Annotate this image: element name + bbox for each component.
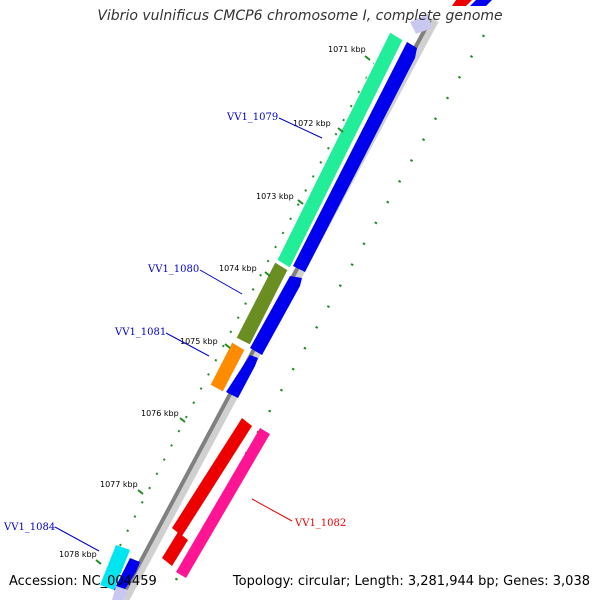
cds-vv1-1081[interactable] xyxy=(226,355,258,398)
gene-vv1-1080[interactable] xyxy=(235,261,289,346)
gene-label-vv1-1080: VV1_1080 xyxy=(147,264,199,275)
genome-summary-text: Topology: circular; Length: 3,281,944 bp… xyxy=(232,574,590,589)
gene-label-vv1-1082: VV1_1082 xyxy=(294,518,346,529)
gene-vv1-1082[interactable] xyxy=(172,418,252,536)
leader-lines xyxy=(54,117,323,552)
gene-vv1-1082-lower[interactable] xyxy=(162,532,188,566)
cds-vv1-1084[interactable] xyxy=(114,558,140,594)
gene-labels: VV1_1079 VV1_1080 VV1_1081 VV1_1082 VV1_… xyxy=(3,112,346,533)
scale-ticks xyxy=(95,55,371,565)
gene-vv1-1084[interactable] xyxy=(100,545,130,590)
outer-dotted-rings xyxy=(99,34,486,586)
cds-vv1-1079[interactable] xyxy=(293,42,417,272)
map-title: Vibrio vulnificus CMCP6 chromosome I, co… xyxy=(97,8,503,24)
kbp-label-1071: 1071 kbp xyxy=(328,45,366,54)
gene-label-vv1-1081: VV1_1081 xyxy=(114,327,166,338)
bottom-partial-feature xyxy=(112,586,128,600)
gene-label-vv1-1079: VV1_1079 xyxy=(226,112,278,123)
top-partial-features xyxy=(410,0,492,34)
kbp-label-1076: 1076 kbp xyxy=(141,409,179,418)
gene-vv1-1081[interactable] xyxy=(209,341,246,393)
kbp-label-1074: 1074 kbp xyxy=(219,264,257,273)
kbp-label-1077: 1077 kbp xyxy=(100,480,138,489)
kbp-label-1072: 1072 kbp xyxy=(293,119,331,128)
scale-labels: 1071 kbp 1072 kbp 1073 kbp 1074 kbp 1075… xyxy=(59,45,366,559)
kbp-label-1075: 1075 kbp xyxy=(180,337,218,346)
accession-text: Accession: NC_004459 xyxy=(9,574,157,589)
cds-vv1-1080[interactable] xyxy=(250,276,302,355)
gene-vv1-1079[interactable] xyxy=(276,31,404,269)
gene-label-vv1-1084: VV1_1084 xyxy=(3,522,55,533)
kbp-label-1073: 1073 kbp xyxy=(256,192,294,201)
product-vv1-1082[interactable] xyxy=(176,428,270,578)
kbp-label-1078: 1078 kbp xyxy=(59,550,97,559)
